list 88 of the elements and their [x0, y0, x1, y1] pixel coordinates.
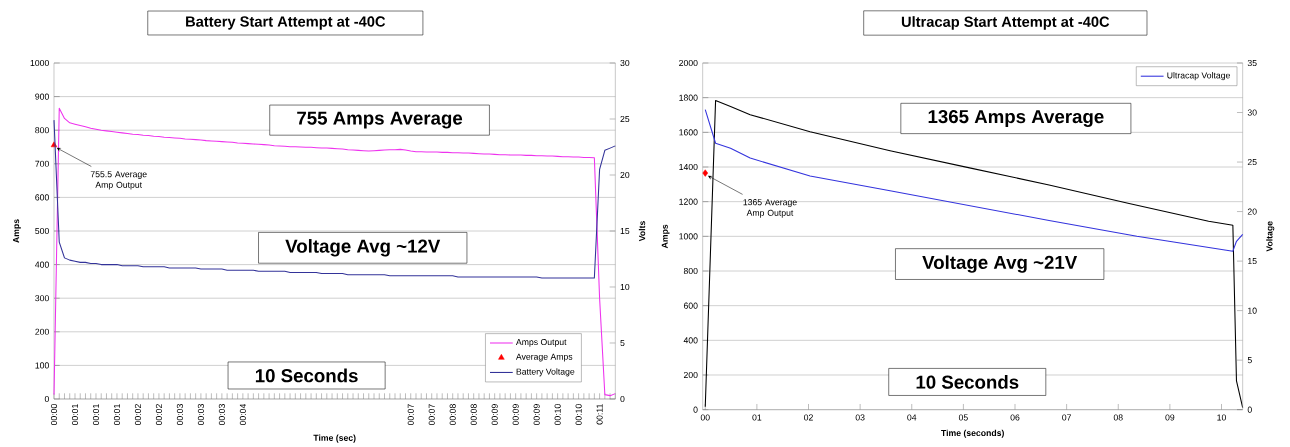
- y-tick-label: 1000: [679, 233, 698, 240]
- y-tick-label: 400: [35, 261, 49, 268]
- x-tick-label: 10: [1217, 414, 1226, 421]
- x-tick-label: 06: [1010, 414, 1020, 421]
- x-tick-label: 00:02: [134, 404, 142, 426]
- y2-tick-label: 25: [1247, 158, 1257, 166]
- y2-tick-label: 0: [620, 395, 625, 403]
- y-tick-label: 200: [35, 328, 49, 335]
- x-tick-label: 00:08: [470, 404, 477, 426]
- y2-tick-label: 5: [1247, 357, 1252, 364]
- x-tick-label: 00:10: [554, 404, 561, 426]
- annotation: Voltage Avg ~21V: [922, 255, 1078, 273]
- y2-tick-label: 10: [1248, 307, 1257, 314]
- y2-tick-label: 30: [620, 59, 630, 67]
- legend-label: Ultracap Voltage: [1167, 72, 1230, 81]
- x-tick-label: 00:07: [407, 404, 414, 426]
- y-tick-label: 1800: [679, 94, 698, 101]
- y2-tick-label: 30: [1247, 109, 1257, 116]
- y-tick-label: 2000: [679, 59, 698, 67]
- x-tick-label: 00:09: [533, 404, 540, 426]
- y2-axis-title: Volts: [638, 221, 646, 242]
- x-tick-label: 00: [700, 414, 710, 421]
- y-tick-label: 200: [683, 371, 698, 379]
- x-tick-label: 07: [1062, 414, 1071, 421]
- y-tick-label: 1400: [679, 163, 698, 171]
- x-tick-label: 03: [855, 414, 865, 421]
- x-tick-label: 09: [1165, 414, 1175, 421]
- annotation: Voltage Avg ~12V: [285, 239, 441, 257]
- y2-axis-title: Voltage: [1266, 221, 1275, 252]
- x-tick-label: 00:03: [218, 404, 225, 426]
- x-tick-label: 04: [907, 414, 917, 421]
- x-tick-label: 01: [752, 414, 762, 421]
- x-tick-label: 00:00: [50, 404, 58, 426]
- y2-tick-label: 25: [620, 115, 630, 123]
- y-tick-label: 300: [35, 295, 49, 302]
- x-axis-title: Time (sec): [313, 434, 356, 443]
- y-tick-label: 600: [35, 194, 49, 201]
- y-tick-label: 0: [44, 395, 49, 403]
- annotation: 755 Amps Average: [297, 111, 463, 129]
- y-tick-label: 1600: [679, 129, 698, 136]
- x-tick-label: 00:08: [449, 404, 456, 426]
- y2-tick-label: 15: [1248, 258, 1257, 265]
- y-tick-label: 1000: [30, 59, 49, 67]
- x-tick-label: 00:02: [155, 404, 162, 426]
- x-tick-label: 08: [1113, 414, 1123, 421]
- chart-title: Ultracap Start Attempt at -40C: [901, 16, 1110, 30]
- x-tick-label: 00:01: [71, 404, 79, 426]
- y2-tick-label: 20: [620, 171, 630, 179]
- y2-tick-label: 0: [1247, 406, 1252, 413]
- x-axis-title: Time (seconds): [941, 429, 1004, 438]
- x-tick-label: 00:01: [92, 404, 100, 426]
- y-tick-label: 100: [35, 362, 49, 369]
- y2-tick-label: 20: [1247, 208, 1257, 215]
- y-tick-label: 1200: [679, 198, 698, 205]
- x-tick-label: 00:03: [176, 404, 183, 426]
- x-tick-label: 00:04: [239, 403, 246, 426]
- y-tick-label: 900: [35, 93, 49, 100]
- y-tick-label: 700: [35, 160, 49, 167]
- x-tick-label: 00:10: [575, 404, 582, 426]
- annotation: 10 Seconds: [916, 375, 1019, 389]
- y-axis-title: Amps: [661, 224, 670, 249]
- x-tick-label: 00:09: [491, 404, 498, 426]
- y-tick-label: 800: [35, 127, 49, 134]
- y2-tick-label: 10: [620, 283, 630, 291]
- y2-tick-label: 35: [1247, 59, 1257, 67]
- legend-label: Battery Voltage: [516, 368, 575, 377]
- annotation: 755.5 Average Amp Output: [90, 171, 147, 190]
- y-tick-label: 400: [683, 337, 698, 344]
- y-tick-label: 600: [683, 302, 698, 309]
- y-axis-title: Amps: [13, 219, 21, 243]
- y2-tick-label: 5: [620, 339, 625, 347]
- annotation: 1365 Amps Average: [928, 109, 1104, 127]
- chart-title: Battery Start Attempt at -40C: [186, 16, 386, 30]
- x-tick-label: 02: [804, 414, 813, 421]
- x-tick-label: 00:01: [113, 404, 121, 426]
- annotation: 1365 Average Amp Output: [743, 199, 797, 218]
- y-tick-label: 500: [35, 227, 49, 235]
- y2-tick-label: 15: [620, 227, 630, 235]
- y-tick-label: 800: [683, 267, 698, 275]
- y-tick-label: 0: [693, 406, 698, 413]
- x-tick-label: 00:11: [596, 404, 603, 425]
- x-tick-label: 05: [958, 414, 968, 421]
- x-tick-label: 00:03: [197, 404, 204, 426]
- x-tick-label: 00:09: [512, 404, 519, 426]
- legend-label: Average Amps: [515, 353, 573, 362]
- x-tick-label: 00:07: [428, 404, 435, 426]
- legend-label: Amps Output: [515, 338, 567, 347]
- annotation: 10 Seconds: [255, 368, 358, 383]
